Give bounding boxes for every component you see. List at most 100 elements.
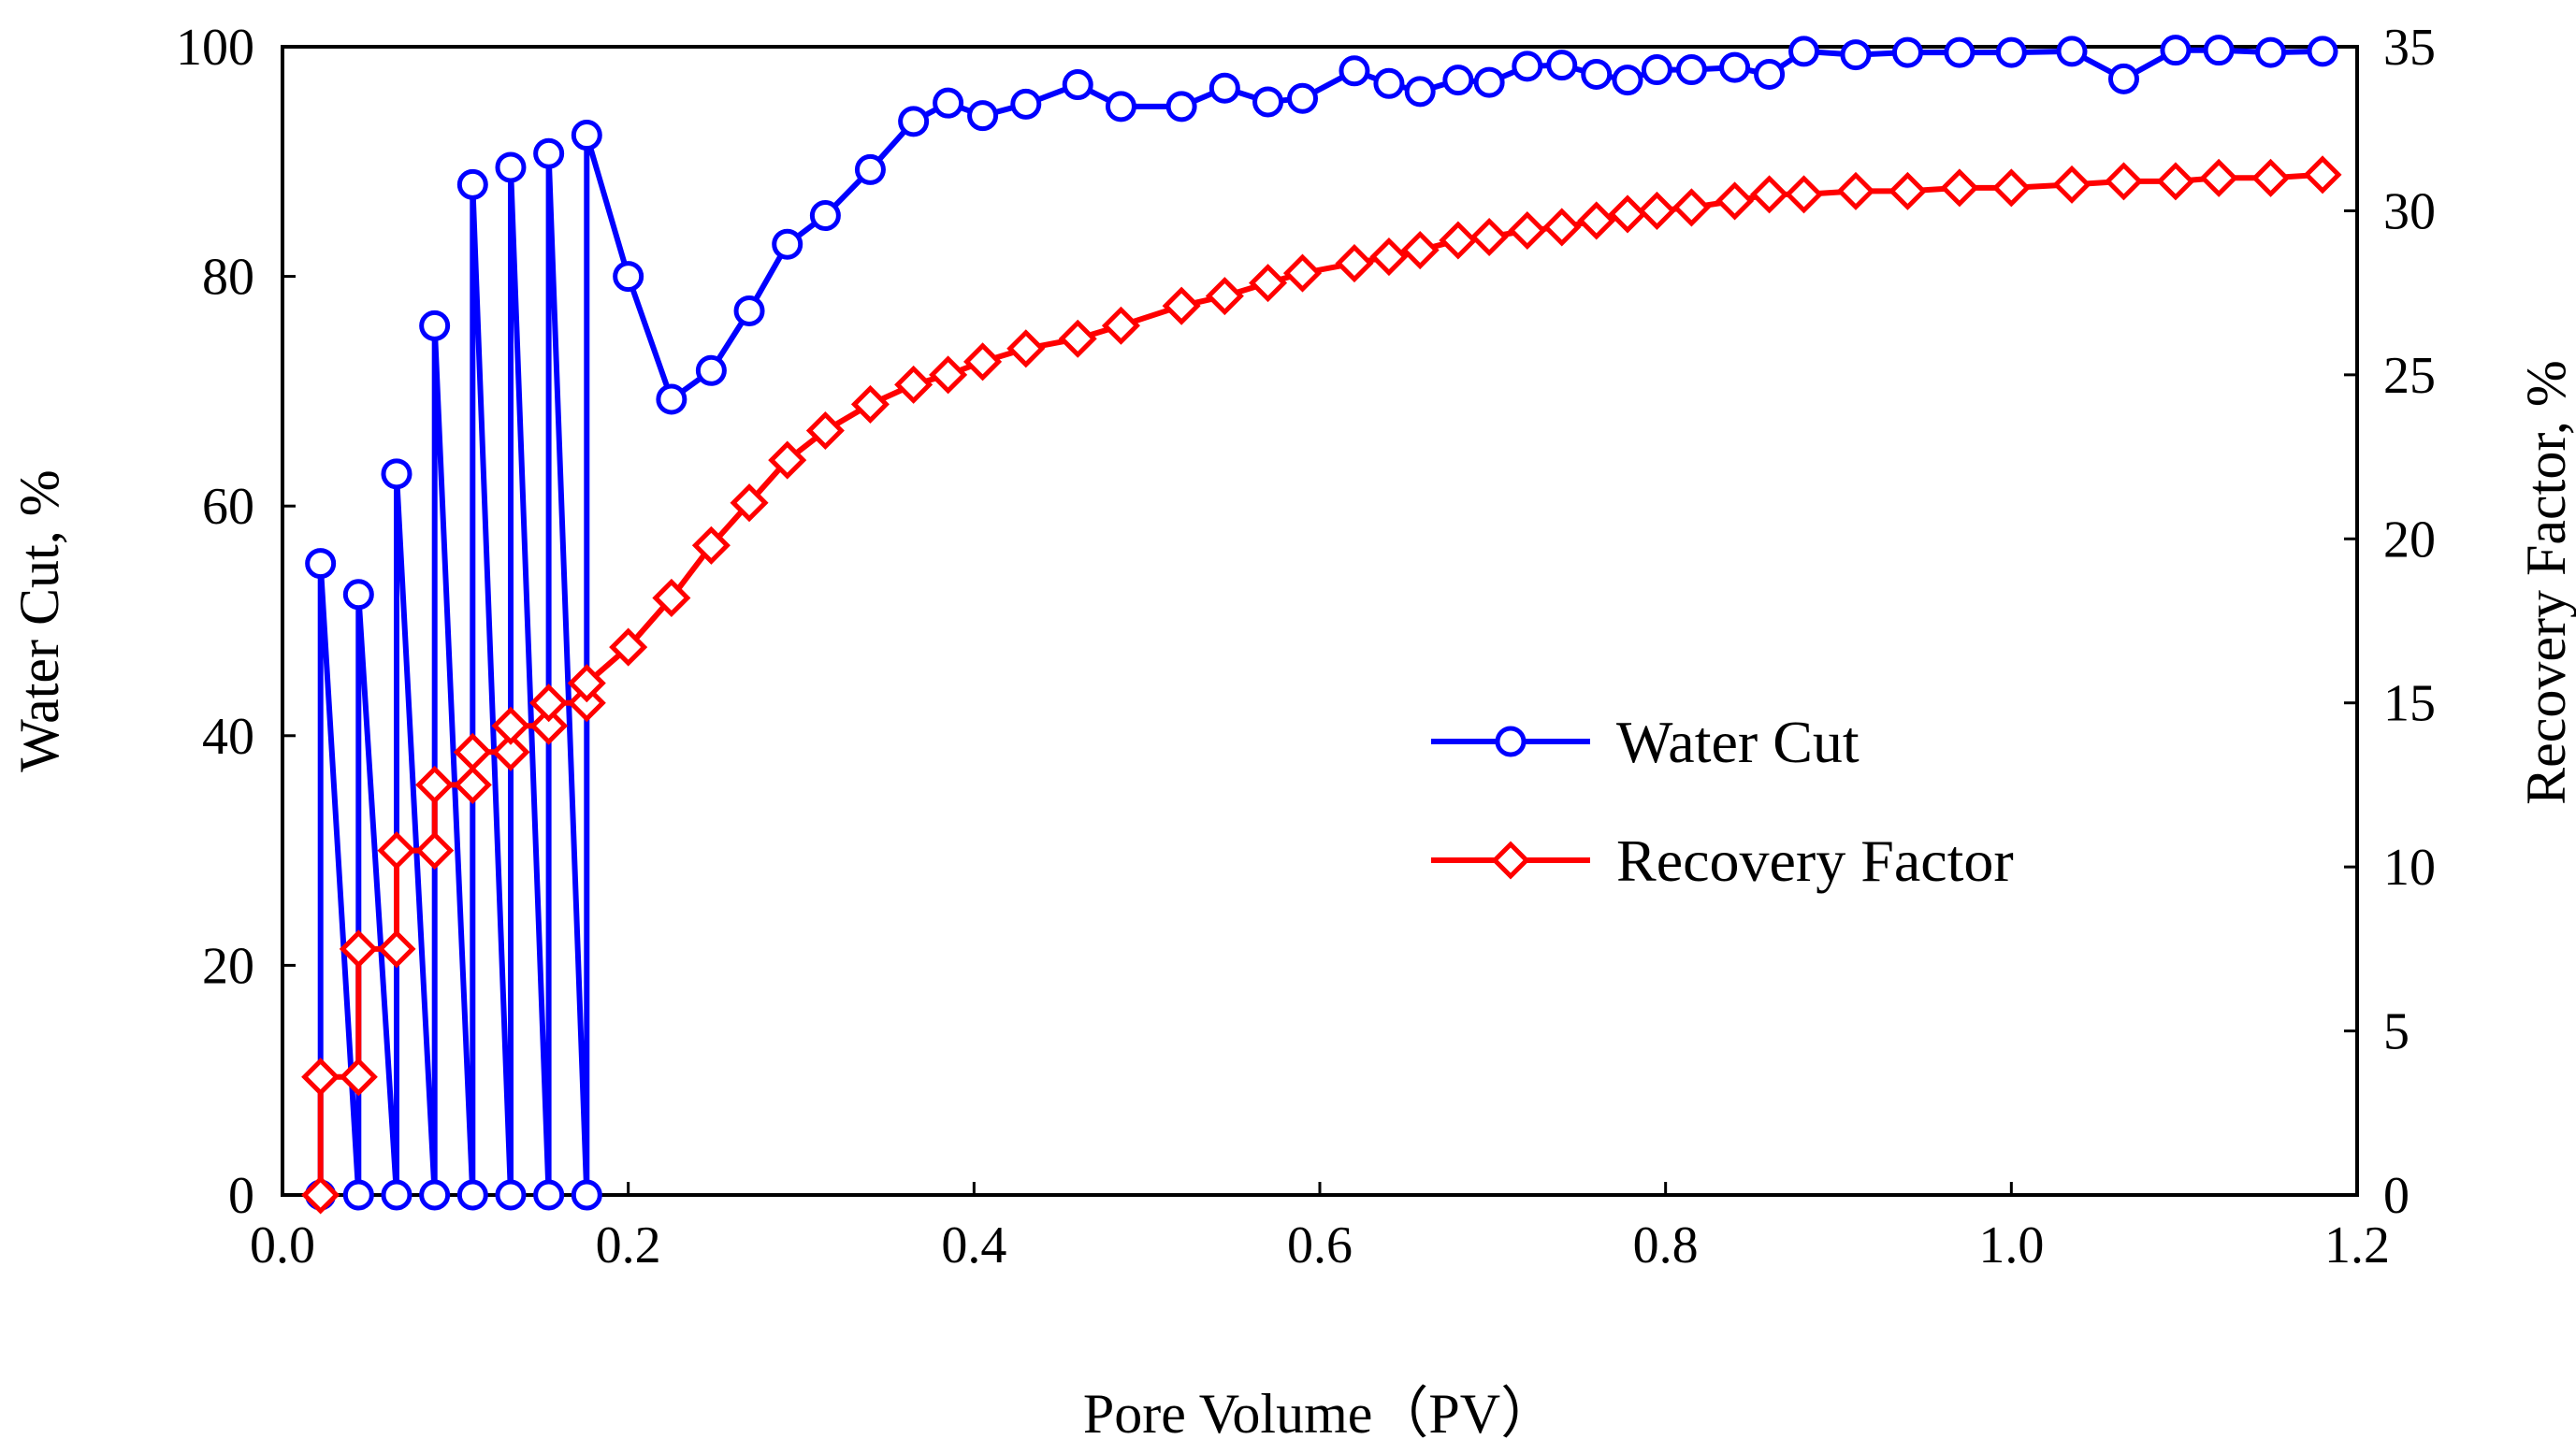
water-cut-point	[533, 137, 565, 169]
recovery-factor-point	[1715, 181, 1755, 221]
water-cut-point	[1675, 54, 1707, 86]
plot-area	[281, 45, 2359, 1197]
water-cut-point	[772, 228, 803, 260]
water-cut-point	[2160, 35, 2192, 66]
recovery-factor-point	[339, 1058, 378, 1097]
recovery-factor-point	[567, 664, 606, 703]
water-cut-point	[456, 1179, 488, 1211]
water-cut-point	[1339, 55, 1370, 87]
water-cut-point	[1442, 65, 1474, 96]
water-cut-point	[733, 295, 765, 326]
water-cut-point	[1208, 72, 1240, 104]
water-cut-point	[495, 1179, 527, 1211]
recovery-factor-point	[1400, 230, 1440, 270]
right-y-tick-label: 5	[2383, 1003, 2410, 1061]
plot-frame	[281, 45, 2359, 1197]
water-cut-point	[456, 168, 488, 200]
water-cut-point	[1995, 36, 2027, 68]
x-tick-label: 0.2	[596, 1216, 661, 1274]
recovery-factor-point	[805, 410, 845, 451]
recovery-factor-point	[453, 765, 492, 804]
water-cut-point	[809, 200, 841, 232]
water-cut-point	[342, 1179, 374, 1211]
water-cut-point	[1719, 51, 1751, 83]
water-cut-point	[1944, 36, 1975, 68]
recovery-factor-point	[2104, 162, 2144, 201]
water-cut-point	[2056, 36, 2088, 67]
recovery-factor-point	[1369, 238, 1409, 277]
water-cut-point	[1581, 58, 1613, 90]
recovery-factor-point	[1940, 168, 1979, 208]
water-cut-point	[419, 310, 451, 341]
left-y-tick-label: 60	[202, 478, 254, 536]
left-y-tick-label: 20	[202, 937, 254, 995]
series-layer	[301, 35, 2342, 1215]
x-axis: 0.0 0.2 0.4 0.6 0.8 1.0 1.2	[250, 1182, 2390, 1274]
water-cut-point	[695, 354, 727, 386]
left-y-axis-title: Water Cut, %	[8, 469, 70, 771]
recovery-factor-point	[1836, 171, 1875, 210]
water-cut-point	[1891, 36, 1923, 68]
left-y-tick-label: 0	[228, 1167, 254, 1225]
x-tick-label: 1.0	[1978, 1216, 2044, 1274]
water-cut-point	[2203, 35, 2235, 66]
recovery-factor-point	[730, 483, 769, 523]
legend-recovery-factor-marker	[1491, 841, 1530, 880]
recovery-factor-point	[491, 706, 530, 745]
water-cut-point	[656, 383, 687, 415]
recovery-factor-point	[377, 831, 416, 871]
water-cut-point	[1105, 91, 1136, 122]
recovery-factor-point	[2303, 155, 2342, 194]
recovery-factor-point	[529, 684, 569, 723]
recovery-factor-point	[1672, 188, 1711, 227]
recovery-factor-point	[301, 1175, 340, 1215]
water-cut-point	[305, 548, 337, 580]
series-recovery-factor	[301, 155, 2342, 1215]
water-cut-point	[419, 1179, 451, 1211]
recovery-factor-point	[609, 627, 648, 667]
water-cut-line	[317, 47, 2323, 1198]
water-cut-point	[1840, 39, 1872, 71]
recovery-factor-point	[2199, 158, 2238, 197]
water-cut-point	[1062, 69, 1093, 101]
recovery-factor-point	[1888, 171, 1927, 210]
recovery-factor-point	[1006, 329, 1046, 368]
recovery-factor-point	[1637, 191, 1676, 230]
recovery-factor-point	[850, 384, 890, 424]
right-y-axis-title: Recovery Factor, %	[2515, 360, 2576, 805]
recovery-factor-line	[317, 171, 2323, 1195]
recovery-factor-point	[1508, 210, 1547, 251]
x-tick-label: 1.2	[2324, 1216, 2390, 1274]
left-y-axis: 0 20 40 60 80 100	[176, 19, 296, 1225]
water-cut-point	[1612, 65, 1643, 96]
water-cut-point	[613, 261, 644, 293]
water-cut-point	[342, 579, 374, 611]
water-cut-point	[1404, 76, 1436, 108]
x-axis-title: Pore Volume（PV）	[1083, 1383, 1556, 1445]
water-cut-point	[2255, 36, 2287, 68]
right-y-tick-label: 10	[2383, 839, 2436, 897]
right-y-tick-label: 25	[2383, 347, 2436, 405]
recovery-factor-point	[2156, 162, 2195, 201]
recovery-factor-point	[567, 684, 606, 723]
legend-recovery-factor-label: Recovery Factor	[1616, 828, 2014, 894]
water-cut-point	[1546, 50, 1578, 81]
recovery-factor-point	[1469, 217, 1509, 257]
recovery-factor-point	[1750, 175, 1789, 214]
water-cut-point	[933, 87, 964, 119]
water-cut-point	[1788, 36, 1820, 67]
recovery-factor-point	[1335, 244, 1374, 283]
x-tick-label: 0.0	[250, 1216, 315, 1274]
water-cut-point	[381, 1179, 412, 1211]
left-y-tick-label: 100	[176, 19, 254, 77]
recovery-factor-point	[1249, 264, 1288, 303]
recovery-factor-point	[453, 732, 492, 771]
right-y-tick-label: 20	[2383, 511, 2436, 569]
recovery-factor-point	[1608, 194, 1647, 234]
water-cut-point	[533, 1179, 565, 1211]
water-cut-point	[1287, 82, 1319, 114]
recovery-factor-point	[1058, 319, 1097, 358]
recovery-factor-point	[301, 1058, 340, 1097]
recovery-factor-point	[1577, 201, 1616, 240]
